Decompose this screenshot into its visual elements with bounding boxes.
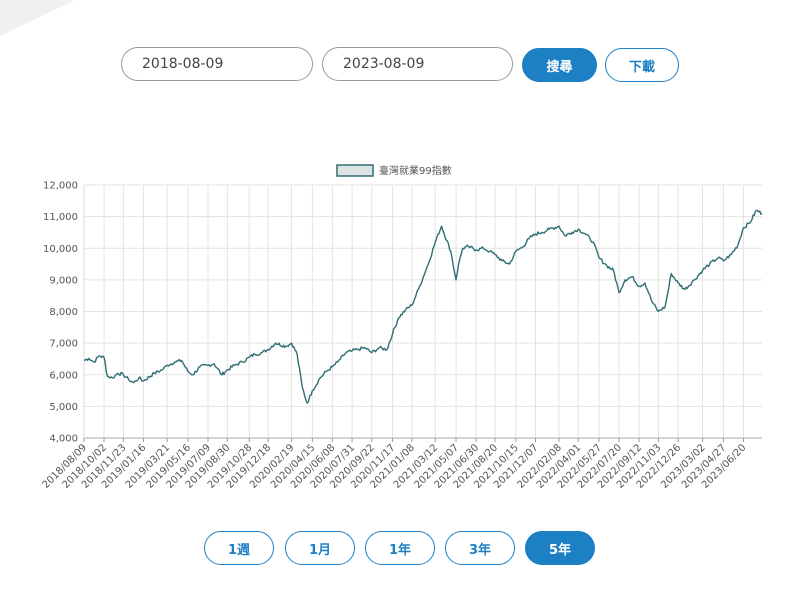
- range-3-year-button[interactable]: 3年: [445, 531, 515, 565]
- y-tick-label: 4,000: [49, 434, 78, 445]
- range-5-year-button[interactable]: 5年: [525, 531, 595, 565]
- y-tick-label: 6,000: [49, 370, 78, 381]
- chart-axes: [83, 185, 762, 442]
- y-tick-label: 10,000: [43, 244, 78, 255]
- range-1-month-button[interactable]: 1月: [285, 531, 355, 565]
- start-date-input[interactable]: [121, 47, 313, 81]
- y-tick-label: 9,000: [49, 275, 78, 286]
- y-tick-label: 11,000: [43, 212, 78, 223]
- x-axis-labels: 2018/08/092018/10/022018/11/232019/01/16…: [41, 442, 749, 491]
- y-tick-label: 8,000: [49, 307, 78, 318]
- end-date-input[interactable]: [322, 47, 513, 81]
- legend-label: 臺灣就業99指數: [379, 164, 452, 177]
- y-tick-label: 7,000: [49, 339, 78, 350]
- chart-legend: 臺灣就業99指數: [336, 164, 452, 177]
- y-tick-label: 5,000: [49, 402, 78, 413]
- y-axis-labels: 4,000 5,000 6,000 7,000 8,000 9,000 10,000 11,0…: [43, 181, 78, 445]
- y-tick-label: 12,000: [43, 181, 78, 192]
- range-1-year-button[interactable]: 1年: [365, 531, 435, 565]
- series-line: [83, 209, 763, 404]
- search-button[interactable]: 搜尋: [522, 48, 597, 82]
- corner-decoration: [0, 0, 75, 36]
- range-1-week-button[interactable]: 1週: [204, 531, 274, 565]
- legend-swatch: [336, 164, 374, 177]
- download-button[interactable]: 下載: [605, 48, 679, 82]
- index-line-chart: 臺灣就業99指數 4,000 5,000 6,000 7,000 8,000 9,000 1…: [41, 164, 763, 491]
- chart-grid: [83, 184, 762, 439]
